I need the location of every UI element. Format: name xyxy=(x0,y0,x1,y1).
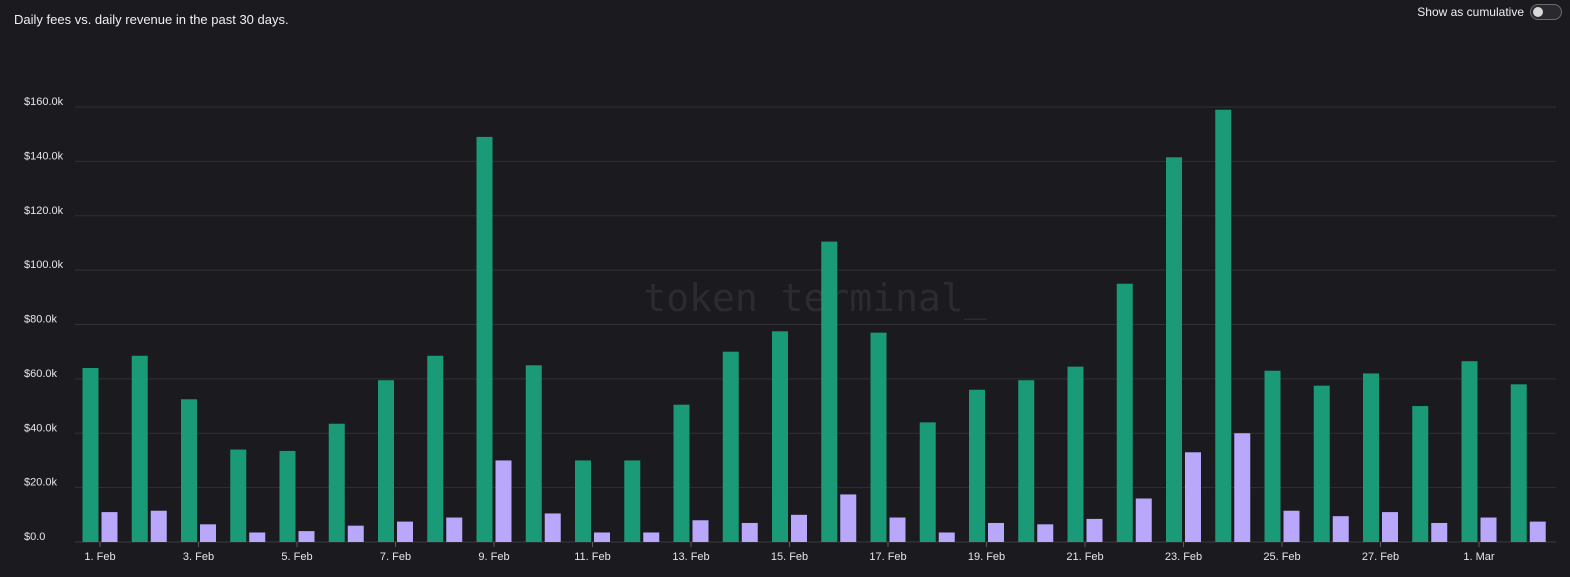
bars xyxy=(82,109,1546,543)
fees-bar[interactable] xyxy=(378,380,394,542)
x-axis-labels: 1. Feb 3. Feb 5. Feb 7. Feb 9. Feb 11. Feb 13.… xyxy=(84,542,1495,563)
x-tick-label: 25. Feb xyxy=(1263,551,1300,563)
revenue-bar[interactable] xyxy=(643,532,660,542)
fees-bar[interactable] xyxy=(821,241,838,542)
chart-title: Daily fees vs. daily revenue in the past… xyxy=(14,12,289,27)
revenue-bar[interactable] xyxy=(397,521,413,542)
x-tick-label: 21. Feb xyxy=(1066,551,1103,563)
revenue-bar[interactable] xyxy=(741,522,758,542)
y-tick-label: $60.0k xyxy=(24,368,58,380)
fees-bar[interactable] xyxy=(1510,384,1527,542)
revenue-bar[interactable] xyxy=(1529,521,1546,542)
y-tick-label: $40.0k xyxy=(24,422,58,434)
revenue-bar[interactable] xyxy=(791,514,807,542)
revenue-bar[interactable] xyxy=(446,517,463,542)
revenue-bar[interactable] xyxy=(1135,498,1152,543)
y-axis-labels: $0.0 $20.0k $40.0k $60.0k $80.0k $100.0k $120.… xyxy=(24,96,64,543)
grid-lines xyxy=(75,106,1556,543)
revenue-bar[interactable] xyxy=(889,517,906,542)
revenue-bar[interactable] xyxy=(495,460,512,542)
y-tick-label: $120.0k xyxy=(24,205,64,217)
revenue-bar[interactable] xyxy=(1332,516,1349,542)
revenue-bar[interactable] xyxy=(692,520,709,542)
fees-bar[interactable] xyxy=(575,460,591,542)
fees-bar[interactable] xyxy=(1461,361,1478,542)
revenue-bar[interactable] xyxy=(544,513,561,542)
y-tick-label: $80.0k xyxy=(24,314,58,326)
fees-bar[interactable] xyxy=(1313,385,1330,542)
revenue-bar[interactable] xyxy=(1431,522,1448,542)
fees-bar[interactable] xyxy=(1166,157,1182,542)
revenue-bar[interactable] xyxy=(1382,512,1398,542)
x-tick-label: 19. Feb xyxy=(968,551,1005,563)
x-tick-label: 11. Feb xyxy=(574,551,611,563)
revenue-bar[interactable] xyxy=(347,525,364,542)
y-tick-label: $140.0k xyxy=(24,150,64,162)
revenue-bar[interactable] xyxy=(1283,510,1300,542)
fees-bar[interactable] xyxy=(230,449,247,542)
fees-bar[interactable] xyxy=(1067,366,1084,542)
fees-bar[interactable] xyxy=(131,355,148,542)
cumulative-toggle[interactable] xyxy=(1530,4,1562,20)
x-tick-label: 13. Feb xyxy=(672,551,709,563)
y-tick-label: $0.0 xyxy=(24,531,45,543)
revenue-bar[interactable] xyxy=(938,532,955,542)
watermark: token terminal_ xyxy=(643,276,986,321)
fees-bar[interactable] xyxy=(870,332,887,542)
fees-bar[interactable] xyxy=(673,404,690,542)
x-tick-label: 1. Mar xyxy=(1463,551,1495,563)
x-tick-label: 7. Feb xyxy=(380,551,411,563)
fees-bar[interactable] xyxy=(476,136,493,542)
revenue-bar[interactable] xyxy=(594,532,610,542)
x-tick-label: 23. Feb xyxy=(1165,551,1202,563)
revenue-bar[interactable] xyxy=(1037,524,1054,542)
cumulative-toggle-group: Show as cumulative xyxy=(1417,4,1562,20)
fees-bar[interactable] xyxy=(328,423,345,542)
x-tick-label: 15. Feb xyxy=(771,551,808,563)
x-tick-label: 1. Feb xyxy=(84,551,115,563)
fees-bar[interactable] xyxy=(279,450,296,542)
revenue-bar[interactable] xyxy=(1086,518,1103,542)
fees-bar[interactable] xyxy=(1215,109,1232,542)
revenue-bar[interactable] xyxy=(1480,517,1497,542)
fees-bar[interactable] xyxy=(722,351,739,542)
fees-bar[interactable] xyxy=(1363,373,1379,542)
fees-bar[interactable] xyxy=(772,331,788,542)
x-tick-label: 17. Feb xyxy=(869,551,906,563)
fees-bar[interactable] xyxy=(82,368,99,542)
revenue-bar[interactable] xyxy=(200,524,216,542)
fees-bar[interactable] xyxy=(1116,283,1133,542)
y-tick-label: $100.0k xyxy=(24,259,64,271)
revenue-bar[interactable] xyxy=(101,512,118,542)
fees-bar[interactable] xyxy=(525,365,542,542)
fees-bar[interactable] xyxy=(1264,370,1281,542)
fees-bar[interactable] xyxy=(919,422,936,542)
x-tick-label: 9. Feb xyxy=(478,551,509,563)
fees-bar[interactable] xyxy=(181,399,197,542)
toggle-knob xyxy=(1533,7,1543,17)
revenue-bar[interactable] xyxy=(840,494,857,542)
revenue-bar[interactable] xyxy=(1185,452,1201,542)
x-tick-label: 5. Feb xyxy=(281,551,312,563)
revenue-bar[interactable] xyxy=(1234,433,1251,542)
fees-bar[interactable] xyxy=(969,389,985,542)
fees-bar[interactable] xyxy=(1412,406,1429,542)
fees-bar[interactable] xyxy=(427,355,444,542)
x-tick-label: 3. Feb xyxy=(183,551,214,563)
cumulative-toggle-label: Show as cumulative xyxy=(1417,5,1524,19)
revenue-bar[interactable] xyxy=(988,522,1004,542)
fees-bar[interactable] xyxy=(1018,380,1035,542)
y-tick-label: $160.0k xyxy=(24,96,64,108)
revenue-bar[interactable] xyxy=(298,531,315,542)
fees-bar[interactable] xyxy=(624,460,641,542)
y-tick-label: $20.0k xyxy=(24,477,58,489)
revenue-bar[interactable] xyxy=(249,532,266,542)
revenue-bar[interactable] xyxy=(150,510,167,542)
x-tick-label: 27. Feb xyxy=(1362,551,1399,563)
